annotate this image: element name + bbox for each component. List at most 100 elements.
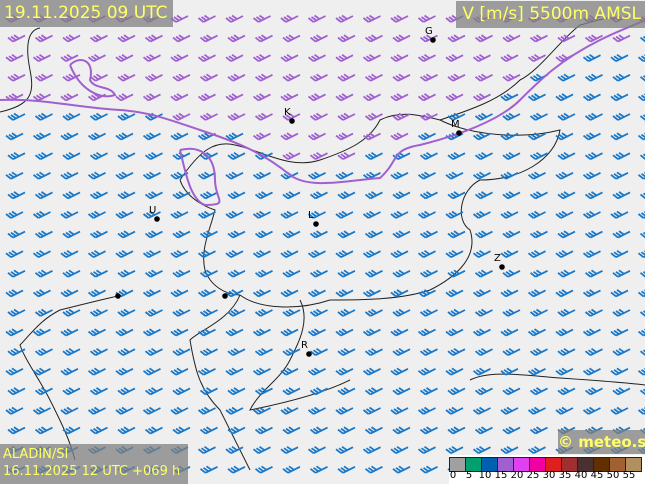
wind-barb: [115, 249, 134, 259]
wind-barb: [5, 53, 24, 63]
wind-barb: [639, 153, 645, 160]
wind-barb: [392, 387, 411, 396]
wind-barb: [557, 230, 576, 239]
wind-barb: [144, 151, 163, 161]
city-dot: [222, 293, 228, 299]
wind-barb: [197, 445, 216, 455]
wind-barb: [529, 426, 548, 435]
wind-barb: [584, 347, 603, 357]
wind-barb: [197, 53, 216, 63]
wind-barb: [419, 347, 438, 357]
wind-barb: [89, 269, 108, 278]
wind-barb: [637, 53, 645, 63]
wind-barb: [252, 406, 271, 415]
wind-barb: [417, 367, 436, 376]
wind-barb: [117, 73, 136, 82]
wind-barb: [307, 93, 326, 102]
wind-barb: [199, 269, 218, 278]
wind-barb: [364, 112, 383, 121]
wind-barb: [89, 191, 108, 200]
wind-barb: [87, 289, 106, 298]
wind-barb: [115, 328, 134, 337]
wind-barb: [364, 308, 383, 317]
wind-barb: [117, 151, 136, 161]
wind-barb: [172, 34, 191, 43]
wind-barb: [282, 73, 301, 82]
wind-barb: [60, 406, 79, 415]
wind-barb: [419, 387, 438, 396]
wind-barb: [500, 445, 519, 455]
wind-barb: [227, 34, 246, 43]
wind-barb: [280, 53, 299, 63]
wind-barb: [172, 73, 191, 82]
wind-barb: [612, 191, 631, 200]
wind-barb: [417, 210, 436, 219]
wind-barb: [500, 53, 519, 63]
wind-barb: [335, 14, 354, 23]
wind-barb: [584, 308, 603, 317]
wind-barb: [555, 289, 574, 298]
wind-barb: [199, 308, 218, 317]
wind-barb: [612, 269, 631, 278]
wind-barb: [639, 231, 645, 239]
wind-barb: [612, 73, 631, 82]
wind-barb: [337, 151, 356, 161]
wind-barb: [337, 387, 356, 396]
wind-barb: [445, 328, 464, 337]
wind-barb: [419, 191, 438, 200]
wind-barb: [172, 112, 191, 121]
wind-barb: [307, 132, 326, 141]
wind-barb: [307, 53, 326, 63]
wind-barb: [252, 132, 271, 141]
wind-barb: [87, 367, 106, 376]
legend-tick: 50: [606, 470, 620, 481]
wind-barb: [502, 73, 521, 82]
wind-barb: [362, 53, 381, 63]
wind-barb: [309, 347, 328, 357]
wind-barb: [282, 112, 301, 121]
wind-barb: [62, 112, 81, 121]
wind-barb: [32, 210, 51, 219]
wind-barb: [610, 367, 629, 376]
wind-barb: [199, 347, 218, 357]
wind-barb: [527, 328, 546, 337]
wind-barb: [417, 93, 436, 102]
wind-barb: [32, 249, 51, 259]
wind-barb: [529, 191, 548, 200]
wind-barb: [557, 191, 576, 200]
city-label: K: [284, 107, 291, 118]
wind-barb: [252, 93, 271, 102]
wind-barb: [417, 328, 436, 337]
city-dot: [154, 216, 160, 222]
city-dot: [430, 37, 436, 43]
wind-barb: [280, 406, 299, 415]
city-dot: [313, 221, 319, 227]
wind-barb: [309, 269, 328, 278]
wind-barb: [309, 387, 328, 396]
wind-barb: [445, 53, 464, 63]
wind-barb: [280, 132, 299, 141]
wind-barb: [555, 210, 574, 219]
wind-barb: [142, 210, 161, 219]
wind-barb: [419, 73, 438, 82]
wind-barb: [500, 93, 519, 102]
wind-barb: [172, 347, 191, 357]
wind-barb: [5, 328, 24, 337]
wind-barb: [417, 249, 436, 259]
wind-barb: [364, 73, 383, 82]
wind-barb: [87, 210, 106, 219]
wind-barb: [610, 210, 629, 219]
wind-barb: [390, 14, 409, 23]
wind-barb: [117, 112, 136, 121]
wind-barb: [117, 387, 136, 396]
wind-barb: [142, 132, 161, 141]
wind-barb: [445, 210, 464, 219]
wind-barb: [500, 171, 519, 180]
wind-barb: [390, 445, 409, 455]
wind-barb: [584, 73, 603, 82]
wind-barb: [417, 132, 436, 141]
legend-tick: 30: [542, 470, 556, 481]
wind-barb: [390, 289, 409, 298]
wind-barb: [170, 132, 189, 141]
